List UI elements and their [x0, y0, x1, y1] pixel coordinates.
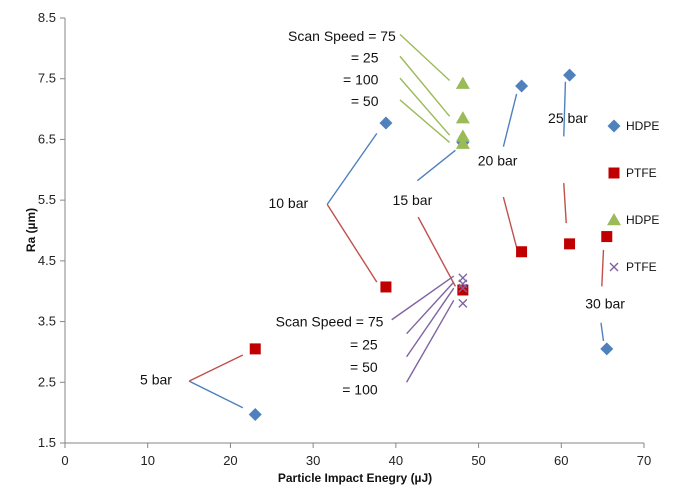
data-point-square	[601, 231, 613, 243]
x-tick-label: 10	[140, 453, 154, 468]
annotation-label: 10 bar	[268, 195, 308, 211]
x-axis-title: Particle Impact Enegry (µJ)	[278, 471, 432, 485]
legend-label: HDPE	[626, 119, 659, 133]
legend-marker	[607, 213, 621, 226]
scan-speed-connector	[399, 33, 451, 82]
scan-speed-connector	[406, 281, 455, 335]
data-point-diamond	[563, 68, 577, 82]
legend: HDPE PTFE HDPE PTFE	[607, 119, 659, 274]
data-point-x	[458, 298, 468, 308]
legend-label: PTFE	[626, 260, 657, 274]
data-point-diamond	[515, 79, 529, 93]
scan-speed-connector	[399, 55, 451, 117]
data-point-diamond	[248, 407, 262, 421]
scan-speed-label: Scan Speed = 75	[276, 314, 384, 330]
annotation-connector	[563, 81, 567, 137]
annotation-connector	[601, 249, 605, 287]
x-tick-label: 60	[554, 453, 568, 468]
scan-speed-connector	[399, 99, 451, 143]
y-tick-label: 2.5	[38, 374, 56, 389]
data-point-triangle	[455, 136, 470, 149]
y-tick-label: 3.5	[38, 314, 56, 329]
data-point-triangle	[455, 111, 470, 124]
scan-speed-connector	[406, 299, 455, 383]
data-point-triangle	[455, 76, 470, 89]
y-tick-label: 6.5	[38, 131, 56, 146]
data-point-x	[458, 279, 468, 289]
x-marker-stroke	[458, 279, 468, 289]
data-point-square	[516, 246, 528, 258]
scan-speed-connector	[391, 275, 455, 321]
x-tick-label: 50	[471, 453, 485, 468]
legend-label: PTFE	[626, 166, 657, 180]
annotation-connector	[563, 183, 567, 224]
data-markers	[248, 68, 614, 421]
annotation-connector	[502, 196, 518, 248]
data-point-triangle	[455, 129, 470, 142]
scan-speed-label: Scan Speed = 75	[288, 28, 396, 44]
legend-marker	[608, 167, 620, 179]
legend-marker	[607, 119, 621, 133]
scan-speed-connector	[399, 77, 451, 136]
data-point-diamond	[379, 116, 393, 130]
annotation-connector	[417, 216, 457, 287]
data-point-square	[249, 343, 261, 355]
annotation-connector	[326, 204, 378, 283]
scan-speed-label: = 100	[343, 71, 379, 87]
scan-speed-label: = 100	[342, 382, 378, 398]
data-point-square	[564, 238, 576, 250]
legend-marker	[609, 262, 619, 272]
y-tick-label: 8.5	[38, 10, 56, 25]
annotation-connector	[416, 149, 456, 182]
y-axis-title: Ra (µm)	[24, 208, 38, 252]
y-tick-label: 1.5	[38, 435, 56, 450]
data-point-square	[457, 284, 469, 296]
annotation-label: 15 bar	[393, 192, 433, 208]
scan-speed-label: = 25	[351, 49, 379, 65]
x-marker-stroke	[458, 283, 468, 293]
annotation-connector	[600, 322, 605, 342]
scan-speed-connector	[406, 287, 455, 358]
y-tick-label: 4.5	[38, 253, 56, 268]
annotation-label: 25 bar	[548, 110, 588, 126]
data-point-square	[380, 281, 392, 293]
x-tick-label: 30	[306, 453, 320, 468]
annotation-label: 20 bar	[478, 153, 518, 169]
annotation-label: 5 bar	[140, 371, 172, 387]
x-tick-label: 70	[637, 453, 651, 468]
x-marker-stroke	[458, 298, 468, 308]
x-tick-label: 40	[389, 453, 403, 468]
y-tick-label: 5.5	[38, 192, 56, 207]
x-tick-label: 20	[223, 453, 237, 468]
annotation-connector	[188, 380, 244, 409]
x-tick-label: 0	[61, 453, 68, 468]
data-point-diamond	[600, 342, 614, 356]
annotation-connector	[502, 93, 518, 147]
legend-label: HDPE	[626, 213, 659, 227]
scan-speed-label: = 25	[350, 337, 378, 353]
x-marker-stroke	[609, 262, 619, 272]
annotation-connector	[188, 354, 244, 382]
axes: 1.5 2.5 3.5 4.5 5.5 6.5 7.5 8.5 0 10 20 30 40 50 60 70	[38, 10, 651, 468]
annotation-connector	[326, 132, 378, 205]
scan-speed-label: = 50	[351, 93, 379, 109]
y-tick-label: 7.5	[38, 71, 56, 86]
annotation-label: 30 bar	[585, 295, 625, 311]
annotations: 5 bar 10 bar 15 bar 20 bar 25 bar 30 bar Scan …	[140, 28, 625, 409]
data-point-x	[458, 283, 468, 293]
scan-speed-label: = 50	[350, 359, 378, 375]
